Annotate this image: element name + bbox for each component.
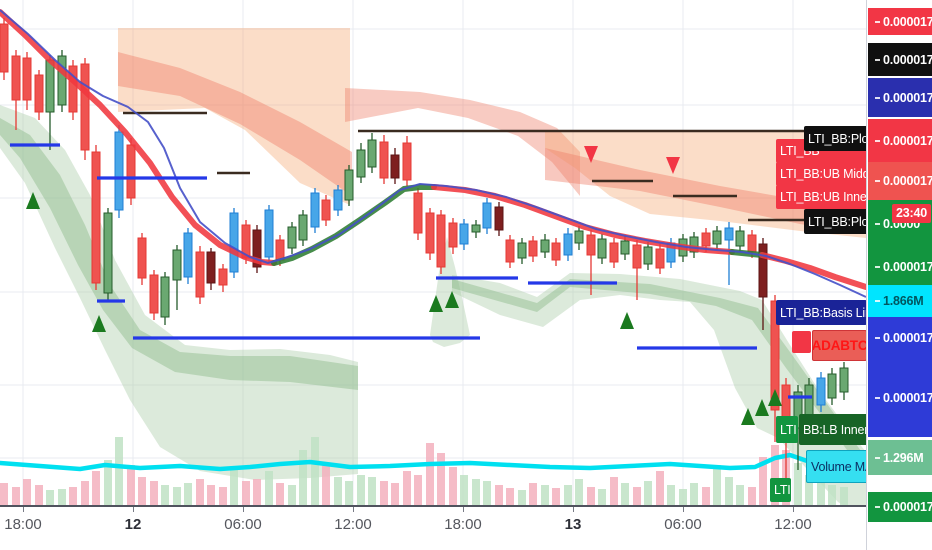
price-scale-value: 0.00001753 (883, 133, 932, 148)
axis-tick-dash (875, 456, 880, 459)
time-tick-mark (683, 507, 684, 512)
buy-signal-icon (445, 291, 459, 308)
price-scale-value: 0.00001756 (883, 90, 932, 105)
price-scale-label: 1.866M (868, 285, 932, 317)
axis-tick-dash (875, 300, 880, 302)
buy-signal-icon (620, 312, 634, 329)
axis-tick-dash (875, 337, 880, 339)
time-tick-label: 06:00 (664, 516, 702, 533)
axis-tick-dash (875, 58, 880, 61)
price-scale-value: 0.00001748 (883, 174, 932, 188)
price-scale-value: 0.00001781 (883, 14, 932, 29)
time-tick-label: 06:00 (224, 516, 262, 533)
axis-tick-dash (875, 180, 880, 182)
basis-line-segments (10, 143, 812, 399)
adabtc-symbol-label: ADABTC (812, 330, 867, 361)
buy-signal-icon (429, 295, 443, 312)
price-scale-label: 1.296M (868, 440, 932, 475)
lti-bb-plot-tooltip-top: LTI_BB:Plot (804, 126, 870, 151)
ma-blue-line (0, 9, 867, 298)
time-tick-mark (353, 507, 354, 512)
bb-lb-inner-label: BB:LB Inner (799, 414, 868, 445)
buy-signal-icon (741, 408, 755, 425)
time-tick-mark (23, 507, 24, 512)
sell-signal-icon (584, 146, 598, 163)
price-scale-value: 1.296M (883, 450, 924, 465)
price-scale-value: 0.00001722 (883, 331, 932, 345)
price-scale[interactable]: 0.00001781 0.00001776 0.00001756 0.00001753… (866, 0, 932, 550)
lti-bb-ub-inner-label: LTI_BB:UB Inner (776, 185, 868, 209)
hidden-green-chip-2: LTI (770, 478, 791, 502)
volume-ma-line (0, 452, 869, 475)
time-axis[interactable]: 18:00 12 06:00 12:00 18:00 13 06:00 12:00 (0, 505, 932, 550)
hidden-red-chip (792, 331, 811, 353)
lti-bb-plot-tooltip-bottom: LTI_BB:Plot (804, 209, 870, 234)
time-tick-mark (793, 507, 794, 512)
buy-signal-icon (26, 192, 40, 209)
candles (0, 18, 849, 492)
buy-signal-icon (768, 389, 782, 406)
price-scale-label: 0.00001748 (868, 162, 932, 200)
sell-signal-icon (666, 157, 680, 174)
price-scale-value: 1.866M (883, 294, 924, 308)
price-scale-label: 0.00001776 (868, 43, 932, 76)
price-scale-label: 0.00001756 (868, 78, 932, 117)
lti-bb-ub-middle-label: LTI_BB:UB Middle (776, 162, 868, 186)
time-tick-label: 18:00 (4, 516, 42, 533)
time-tick-label: 12:00 (334, 516, 372, 533)
price-scale-label: 0.00001781 (868, 8, 932, 35)
time-tick-mark (573, 507, 574, 512)
buy-signal-icon (92, 315, 106, 332)
time-tick-label: 13 (564, 516, 582, 533)
price-scale-label: 0.00001724 (868, 248, 932, 285)
price-scale-label: 0.00001722 (868, 317, 932, 359)
price-scale-label: 0.00001722 (868, 359, 932, 437)
price-scale-value: 0.00001776 (883, 52, 932, 67)
price-scale-value: 0.00001722 (883, 391, 932, 405)
lti-bb-basis-line-label: LTI_BB:Basis Line (776, 300, 867, 325)
volume-ma-label: Volume MA (806, 450, 868, 483)
volume-bars (0, 437, 848, 505)
time-tick-mark (243, 507, 244, 512)
time-tick-mark (463, 507, 464, 512)
time-tick-label: 12 (124, 516, 142, 533)
time-tick-label: 12:00 (774, 516, 812, 533)
axis-tick-dash (875, 506, 880, 508)
price-scale-label: 0.0000 23:40 (868, 200, 932, 248)
time-tick-mark (133, 507, 134, 512)
axis-tick-dash (875, 139, 880, 142)
price-scale-value: 0.00001724 (883, 259, 932, 274)
axis-tick-dash (875, 223, 880, 225)
axis-tick-dash (875, 397, 880, 399)
time-tick-label: 18:00 (444, 516, 482, 533)
bar-countdown: 23:40 (892, 204, 931, 223)
axis-tick-dash (875, 20, 880, 23)
signal-markers (26, 146, 782, 425)
axis-tick-dash (875, 96, 880, 99)
hidden-green-chip-1: LTI (776, 416, 798, 443)
axis-tick-dash (875, 265, 880, 268)
price-scale-label: 0.00001753 (868, 119, 932, 162)
buy-signal-icon (755, 399, 769, 416)
